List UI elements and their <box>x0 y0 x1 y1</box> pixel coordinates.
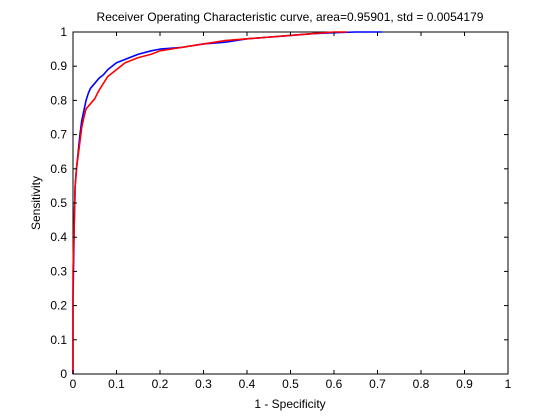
y-tick-label: 0.6 <box>50 162 67 176</box>
y-axis-label: Sensitivity <box>29 176 43 230</box>
y-tick-label: 0.8 <box>50 93 67 107</box>
series-layer <box>72 31 382 374</box>
x-tick-label: 0.5 <box>282 377 299 391</box>
y-tick-label: 0.7 <box>50 128 67 142</box>
roc-series-2-line <box>72 31 348 374</box>
y-tick-label: 0 <box>60 367 67 381</box>
y-axis-ticks: 0 0.1 0.2 0.3 0.4 0.5 0.6 0.7 0.8 0.9 1 <box>50 25 508 381</box>
y-tick-label: 0.5 <box>50 196 67 210</box>
y-tick-label: 0.2 <box>50 299 67 313</box>
x-tick-label: 0.1 <box>108 377 125 391</box>
x-tick-label: 0.8 <box>413 377 430 391</box>
x-tick-label: 0.3 <box>195 377 212 391</box>
x-tick-label: 0.4 <box>239 377 256 391</box>
x-tick-label: 1 <box>505 377 512 391</box>
x-tick-label: 0.9 <box>456 377 473 391</box>
x-tick-label: 0 <box>70 377 77 391</box>
y-tick-label: 0.9 <box>50 59 67 73</box>
chart-title: Receiver Operating Characteristic curve,… <box>97 10 484 24</box>
plot-area <box>72 31 509 375</box>
y-tick-label: 0.1 <box>50 333 67 347</box>
x-axis-label: 1 - Specificity <box>254 397 325 411</box>
y-tick-label: 0.4 <box>50 230 67 244</box>
x-tick-label: 0.7 <box>369 377 386 391</box>
x-tick-label: 0.2 <box>152 377 169 391</box>
x-tick-label: 0.6 <box>326 377 343 391</box>
y-tick-label: 1 <box>60 25 67 39</box>
y-tick-label: 0.3 <box>50 264 67 278</box>
x-axis-ticks: 0 0.1 0.2 0.3 0.4 0.5 0.6 0.7 0.8 0.9 1 <box>70 32 512 391</box>
